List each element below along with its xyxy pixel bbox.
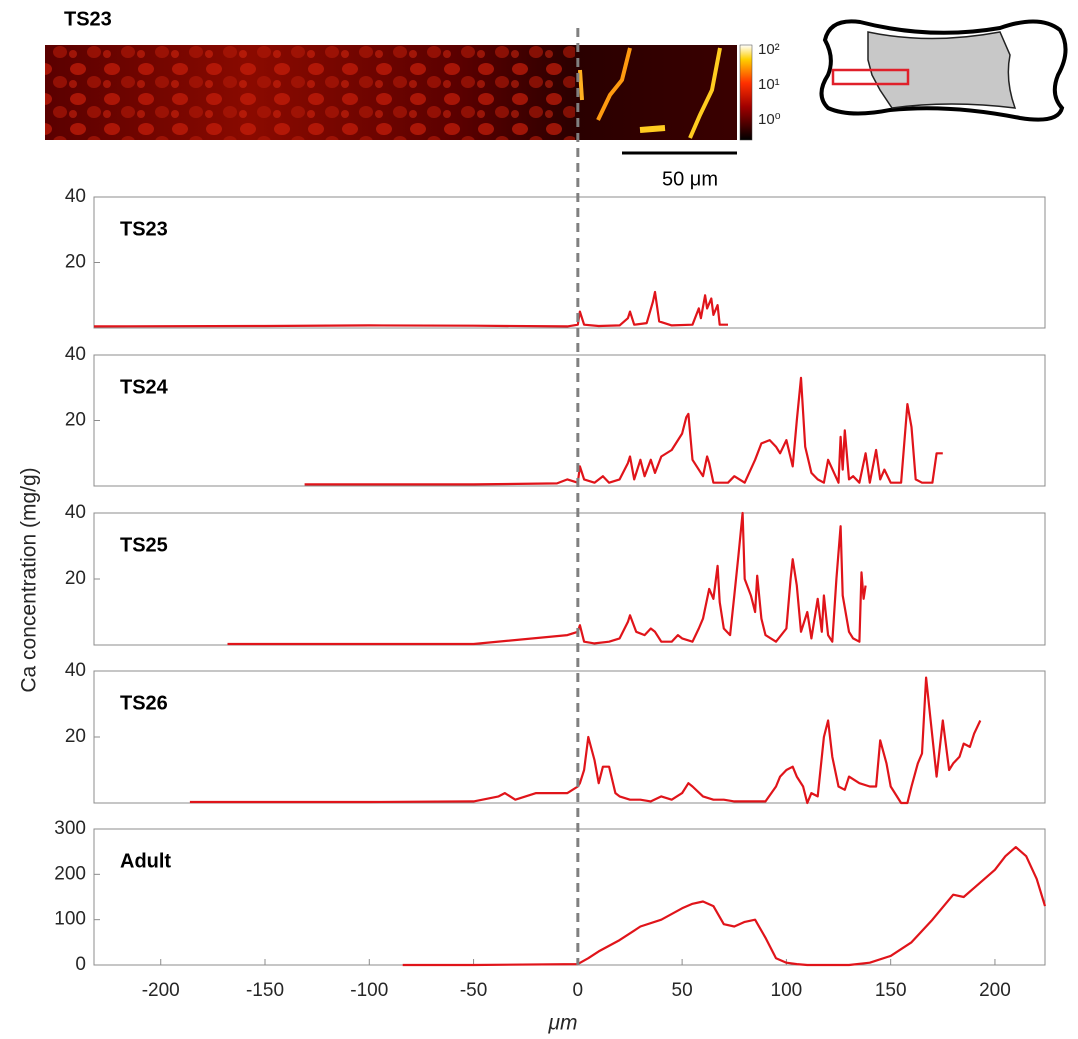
y-tick-label: 20 bbox=[65, 410, 86, 431]
colorbar-label: 10⁰ bbox=[758, 111, 781, 128]
y-tick-label: 200 bbox=[54, 863, 86, 884]
data-line bbox=[304, 376, 943, 486]
colorbar-label: 10¹ bbox=[758, 76, 780, 93]
x-tick-label: 100 bbox=[771, 980, 803, 1001]
x-axis-label: μm bbox=[548, 1012, 578, 1035]
x-tick-label: 50 bbox=[672, 980, 693, 1001]
heatmap-highlights bbox=[578, 47, 722, 139]
plot-frame bbox=[93, 670, 1046, 804]
x-tick-label: -50 bbox=[460, 980, 487, 1001]
heatmap-texture bbox=[45, 45, 575, 140]
colorbar bbox=[739, 44, 753, 141]
x-tick-label: 150 bbox=[875, 980, 907, 1001]
panel-title: Adult bbox=[120, 850, 171, 872]
y-tick-label: 0 bbox=[75, 954, 86, 975]
data-line bbox=[227, 511, 867, 646]
image-title: TS23 bbox=[64, 8, 112, 30]
y-axis-label: Ca concentration (mg/g) bbox=[18, 467, 41, 692]
y-tick-label: 20 bbox=[65, 252, 86, 273]
scale-bar-label: 50 μm bbox=[662, 168, 718, 190]
y-tick-label: 20 bbox=[65, 568, 86, 589]
data-line bbox=[402, 846, 1047, 967]
y-tick-label: 20 bbox=[65, 726, 86, 747]
data-line bbox=[189, 676, 982, 805]
y-tick-label: 40 bbox=[65, 344, 86, 365]
panel-title: TS25 bbox=[120, 534, 168, 556]
y-tick-label: 40 bbox=[65, 502, 86, 523]
x-tick-label: -200 bbox=[142, 980, 180, 1001]
x-tick-label: 200 bbox=[979, 980, 1011, 1001]
panel-title: TS23 bbox=[120, 218, 168, 240]
plot-frame bbox=[93, 196, 1046, 329]
y-tick-label: 40 bbox=[65, 186, 86, 207]
plot-frame bbox=[93, 828, 1046, 966]
y-tick-label: 300 bbox=[54, 818, 86, 839]
y-tick-label: 100 bbox=[54, 909, 86, 930]
x-tick-label: 0 bbox=[573, 980, 584, 1001]
panel-title: TS24 bbox=[120, 376, 169, 398]
data-line bbox=[93, 290, 728, 328]
x-tick-label: -150 bbox=[246, 980, 284, 1001]
plot-frame bbox=[93, 512, 1046, 646]
x-tick-label: -100 bbox=[350, 980, 388, 1001]
panel-title: TS26 bbox=[120, 692, 168, 714]
bone-diagram bbox=[819, 19, 1068, 122]
colorbar-label: 10² bbox=[758, 41, 780, 58]
y-tick-label: 40 bbox=[65, 660, 86, 681]
